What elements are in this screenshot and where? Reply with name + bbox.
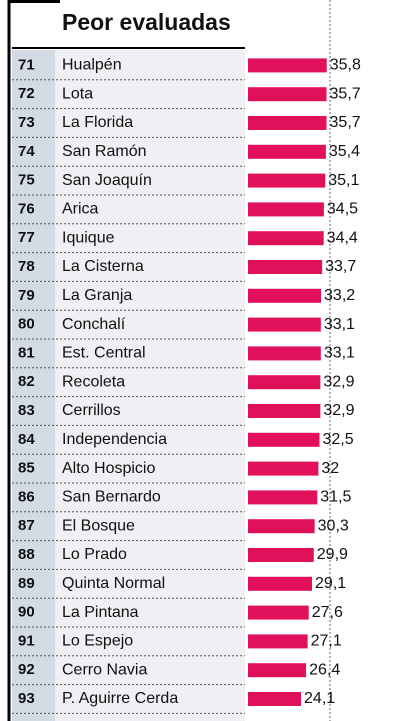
rank: 91 [18, 632, 35, 649]
value-label: 29,9 [317, 546, 348, 563]
bar [248, 548, 314, 562]
rank: 88 [18, 546, 35, 563]
rank: 86 [18, 488, 35, 505]
category-label: La Granja [62, 287, 132, 304]
rank: 74 [18, 143, 35, 160]
value-label: 32,5 [323, 431, 354, 448]
category-label: La Cisterna [62, 258, 144, 275]
value-label: 32,9 [323, 373, 354, 390]
value-label: 35,7 [330, 114, 361, 131]
rank: 92 [18, 661, 35, 678]
rank: 93 [18, 690, 35, 707]
category-label: San Joaquín [62, 172, 152, 189]
rank: 75 [18, 172, 35, 189]
rank: 77 [18, 229, 35, 246]
bar [248, 634, 308, 649]
bar [248, 87, 327, 102]
category-label: Cerro Navia [62, 661, 147, 678]
bar [248, 375, 321, 390]
bar [248, 404, 321, 418]
value-label: 32,9 [323, 402, 354, 419]
bar [248, 260, 323, 274]
category-label: Conchalí [62, 316, 126, 333]
value-label: 34,5 [327, 201, 358, 218]
rank: 89 [18, 575, 35, 592]
bar [248, 202, 324, 217]
name-column [55, 50, 245, 721]
category-label: San Ramón [62, 143, 147, 160]
rank: 80 [18, 316, 35, 333]
category-label: Quinta Normal [62, 575, 165, 592]
rank: 76 [18, 200, 35, 217]
category-label: Independencia [62, 431, 167, 448]
chart-title: Peor evaluadas [62, 9, 231, 35]
category-label: Recoleta [62, 373, 125, 390]
bar [248, 461, 319, 476]
rank: 84 [18, 431, 35, 448]
category-label: El Bosque [62, 517, 135, 534]
bar [248, 317, 321, 332]
bar [248, 173, 326, 188]
value-label: 35,8 [330, 57, 361, 74]
value-label: 27,1 [311, 633, 342, 650]
category-label: La Florida [62, 114, 133, 131]
bar [248, 231, 324, 246]
category-label: San Bernardo [62, 489, 161, 506]
bar [248, 576, 313, 591]
value-label: 34,4 [327, 229, 358, 246]
value-label: 33,2 [324, 287, 355, 304]
rank: 90 [18, 604, 35, 621]
rank: 82 [18, 373, 35, 390]
category-label: La Pintana [62, 604, 139, 621]
bar [248, 432, 320, 447]
value-label: 35,7 [330, 85, 361, 102]
value-label: 35,1 [328, 172, 359, 189]
value-label: 30,3 [318, 517, 349, 534]
bar [248, 490, 318, 505]
value-label: 26,4 [309, 661, 340, 678]
rank: 78 [18, 258, 35, 275]
category-label: Arica [62, 201, 99, 218]
rank: 81 [18, 344, 35, 361]
value-label: 31,5 [320, 489, 351, 506]
rank: 79 [18, 287, 35, 304]
category-label: Lo Prado [62, 546, 127, 563]
value-label: 27,6 [312, 604, 343, 621]
value-label: 33,1 [324, 345, 355, 362]
value-label: 33,1 [324, 316, 355, 333]
category-label: Est. Central [62, 345, 146, 362]
value-label: 32 [321, 460, 339, 477]
bar [248, 663, 307, 678]
category-label: Iquique [62, 229, 115, 246]
value-label: 29,1 [315, 575, 346, 592]
bar [248, 692, 302, 706]
value-label: 33,7 [325, 258, 356, 275]
value-label: 24,1 [304, 690, 335, 707]
category-label: Lo Espejo [62, 633, 133, 650]
bar [248, 58, 327, 73]
rank-column [12, 50, 55, 721]
category-label: Lota [62, 85, 93, 102]
category-label: Alto Hospicio [62, 460, 155, 477]
bar [248, 605, 309, 620]
rank: 85 [18, 460, 35, 477]
rank: 83 [18, 402, 35, 419]
rank: 87 [18, 517, 35, 534]
bar [248, 144, 326, 159]
bar [248, 519, 315, 534]
category-label: Cerrillos [62, 402, 121, 419]
bar [248, 288, 322, 303]
rank: 73 [18, 114, 35, 131]
category-label: Hualpén [62, 57, 122, 74]
category-label: P. Aguirre Cerda [62, 690, 178, 707]
bar [248, 116, 327, 130]
rank: 71 [18, 56, 35, 73]
bar [248, 346, 321, 361]
value-label: 35,4 [329, 143, 360, 160]
rank: 72 [18, 85, 35, 102]
